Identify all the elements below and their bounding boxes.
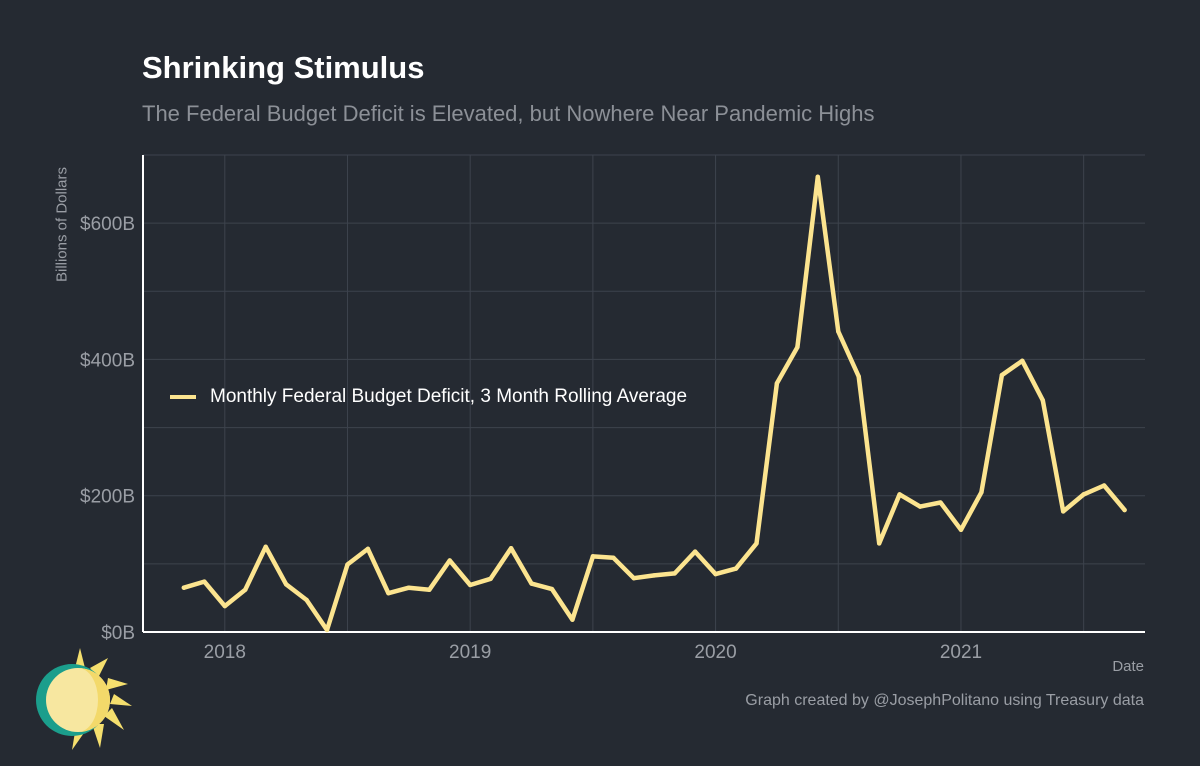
- data-point: [611, 555, 616, 560]
- data-point: [283, 582, 289, 587]
- data-point: [856, 374, 861, 379]
- data-point: [1101, 483, 1107, 488]
- data-point: [876, 541, 882, 546]
- data-point: [1122, 507, 1127, 513]
- data-point: [427, 587, 432, 592]
- data-point: [733, 566, 739, 571]
- data-point: [631, 575, 636, 581]
- data-point: [447, 558, 452, 563]
- y-tick-label: $400B: [80, 350, 135, 371]
- data-point: [488, 576, 493, 582]
- x-tick-label: 2018: [204, 642, 246, 663]
- data-point: [1040, 398, 1045, 403]
- data-point: [795, 344, 800, 350]
- data-point: [815, 174, 821, 180]
- data-point: [836, 329, 841, 334]
- data-point: [713, 571, 718, 577]
- legend: Monthly Federal Budget Deficit, 3 Month …: [170, 386, 687, 408]
- data-point: [549, 586, 555, 592]
- data-point: [999, 372, 1005, 378]
- data-point: [570, 617, 575, 622]
- data-point: [979, 490, 984, 495]
- data-point: [365, 546, 371, 552]
- x-axis-label: Date: [1112, 658, 1144, 675]
- data-point: [692, 549, 698, 554]
- data-point: [652, 573, 657, 578]
- y-tick-label: $0B: [101, 623, 135, 644]
- x-tick-label: 2019: [449, 642, 491, 663]
- data-point: [304, 597, 309, 603]
- data-point: [917, 504, 923, 509]
- data-point: [958, 527, 964, 532]
- legend-swatch: [170, 395, 196, 399]
- sun-logo-icon: [36, 648, 132, 750]
- data-point: [467, 582, 473, 588]
- data-point: [754, 541, 759, 546]
- data-point: [1020, 358, 1025, 363]
- data-point: [222, 603, 227, 609]
- data-point: [590, 554, 596, 559]
- data-point: [938, 500, 943, 505]
- data-point: [897, 492, 902, 497]
- data-point: [345, 562, 350, 567]
- x-tick-label: 2021: [940, 642, 982, 663]
- data-point: [243, 587, 248, 592]
- chart-title: Shrinking Stimulus: [142, 50, 425, 85]
- data-point: [324, 627, 330, 633]
- data-point: [529, 581, 534, 586]
- chart-subtitle: The Federal Budget Deficit is Elevated, …: [142, 101, 875, 126]
- data-point: [181, 585, 187, 590]
- data-point: [202, 579, 207, 584]
- data-point: [672, 571, 677, 576]
- data-point: [263, 544, 268, 550]
- data-point: [508, 545, 514, 551]
- y-axis-label: Billions of Dollars: [53, 166, 71, 283]
- data-point: [1061, 509, 1066, 514]
- legend-label: Monthly Federal Budget Deficit, 3 Month …: [210, 386, 688, 407]
- data-point: [774, 381, 780, 386]
- x-tick-label: 2020: [694, 642, 736, 663]
- data-point: [1081, 492, 1086, 497]
- data-point: [406, 585, 412, 590]
- y-tick-label: $600B: [80, 214, 135, 235]
- source-caption: Graph created by @JosephPolitano using T…: [745, 692, 1144, 709]
- data-point: [386, 590, 391, 596]
- y-tick-label: $200B: [80, 487, 135, 508]
